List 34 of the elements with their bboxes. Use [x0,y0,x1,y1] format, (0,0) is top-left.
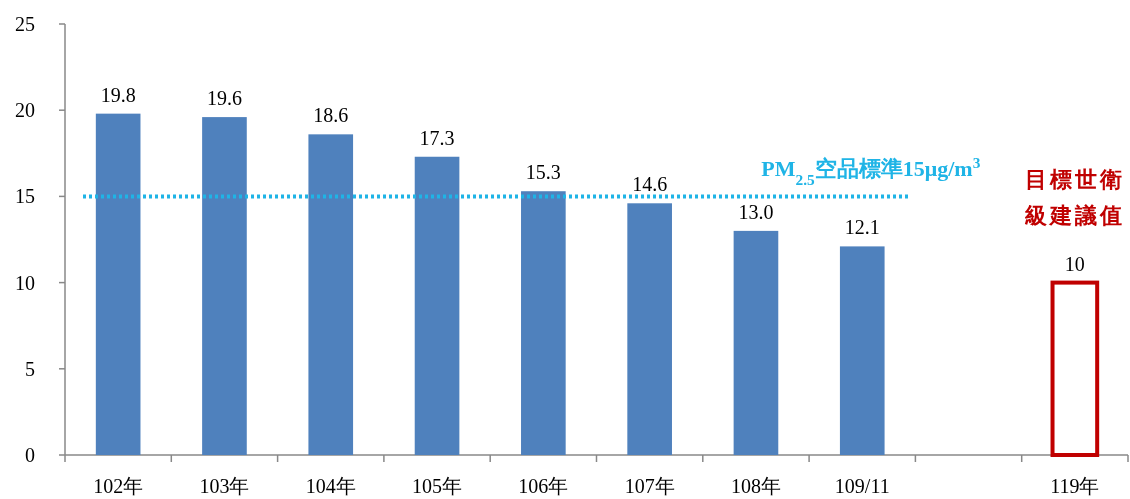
bar [95,113,141,455]
x-tick-label: 109/11 [834,475,890,497]
x-tick-label: 108年 [730,475,781,497]
annotation: 目標世衛級建議值 [1023,166,1125,228]
data-label: 17.3 [419,126,455,149]
bar [202,117,247,455]
data-label: 12.1 [844,216,880,239]
x-tick-label: 103年 [199,475,250,497]
ref-line-label: PM$_{2.5}$空品標準15μg/m$^{3}$ [761,153,981,188]
x-tick-label: 107年 [624,475,675,497]
x-tick-label: 102年 [93,475,144,497]
bar [733,230,779,455]
bar [521,191,566,455]
bar [839,246,885,455]
bar [627,203,672,455]
bar [414,156,460,455]
y-tick-label: 20 [15,99,35,122]
bar [308,134,354,455]
data-label: 14.6 [632,173,668,196]
x-tick-label: 104年 [305,475,356,497]
y-tick-label: 15 [15,185,35,208]
data-label: 15.3 [525,161,561,184]
y-tick-label: 10 [15,271,35,294]
y-tick-label: 25 [15,13,35,35]
x-tick-label: 106年 [518,475,569,497]
y-tick-label: 0 [25,444,35,466]
data-label: 10 [1064,252,1085,275]
y-tick-label: 5 [25,357,35,380]
data-label: 19.6 [206,87,242,110]
data-label: 19.8 [100,83,136,106]
data-label: 18.6 [313,104,349,127]
data-label: 13.0 [738,200,774,223]
x-tick-label: 119年 [1050,475,1100,497]
x-tick-label: 105年 [412,475,463,497]
